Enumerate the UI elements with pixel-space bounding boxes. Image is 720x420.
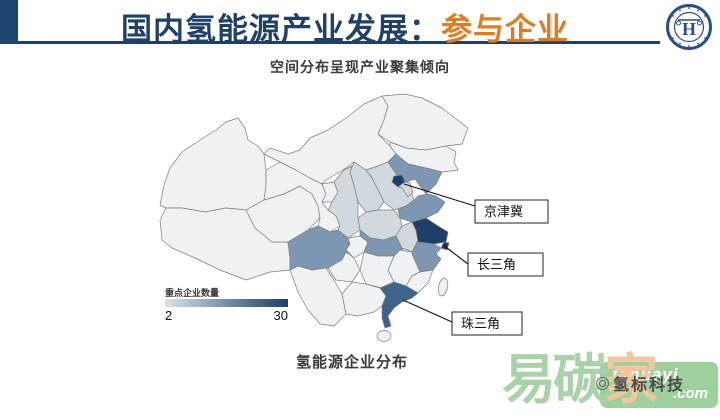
- header-corner-block: [0, 0, 18, 44]
- header-divider: [18, 41, 660, 44]
- province-heilongjiang: [377, 93, 469, 151]
- province-hainan: [376, 330, 392, 342]
- legend-max-label: 30: [274, 308, 288, 323]
- watermark-company: 氢标科技: [596, 371, 685, 395]
- company-logo-icon: [596, 376, 609, 390]
- province-shandong: [397, 193, 446, 223]
- callout-box-jingjinji: [474, 199, 549, 224]
- callout-label-jingjinji: 京津冀: [484, 204, 523, 219]
- callout-jingjinji: 京津冀: [403, 183, 549, 224]
- legend-min-label: 2: [165, 308, 172, 323]
- watermark-brand-orange: 家: [604, 350, 658, 410]
- callout-line-changsanjiao: [442, 244, 469, 265]
- province-guizhou: [327, 251, 361, 283]
- province-guangxi: [341, 281, 387, 317]
- callout-label-changsanjiao: 长三角: [477, 257, 516, 272]
- map-subtitle: 空间分布呈现产业聚集倾向: [270, 59, 450, 75]
- page-title-primary: 国内氢能源产业发展：: [121, 12, 441, 47]
- callout-line-jingjinji: [403, 183, 476, 207]
- watermark-badge-line1: tanjiayi: [612, 365, 679, 384]
- province-guangdong: [379, 281, 419, 329]
- callout-line-zhusanjiao: [402, 299, 453, 323]
- callout-zhusanjiao: 珠三角: [402, 299, 523, 336]
- logo-letter: H: [682, 19, 696, 39]
- map-caption: 氢能源企业分布: [295, 354, 408, 371]
- callout-box-changsanjiao: [467, 252, 544, 277]
- province-jiangsu: [411, 217, 449, 245]
- watermark-brand-green: 易碳: [502, 350, 607, 410]
- map-legend: 重点企业数量 2 30: [165, 287, 288, 323]
- callout-box-zhusanjiao: [451, 311, 523, 336]
- legend-title: 重点企业数量: [165, 287, 219, 298]
- province-taiwan: [437, 277, 449, 297]
- company-name: 氢标科技: [613, 377, 686, 394]
- province-xinjiang: [159, 117, 267, 213]
- legend-gradient-bar: [165, 299, 288, 307]
- province-layer: [159, 93, 469, 342]
- china-choropleth-map: 京津冀 长三角 珠三角 重点企业数量 2 30: [159, 93, 549, 342]
- watermark-badge-line2: .com: [672, 385, 708, 402]
- page-title: 国内氢能源产业发展：参与企业: [0, 4, 690, 49]
- callout-label-zhusanjiao: 珠三角: [461, 316, 500, 331]
- page-title-accent: 参与企业: [441, 12, 569, 47]
- watermark-badge: tanjiayi .com: [600, 362, 718, 408]
- callout-changsanjiao: 长三角: [442, 244, 544, 277]
- watermark-brand: 易碳家: [502, 349, 658, 411]
- institution-seal-logo: H: [666, 4, 712, 50]
